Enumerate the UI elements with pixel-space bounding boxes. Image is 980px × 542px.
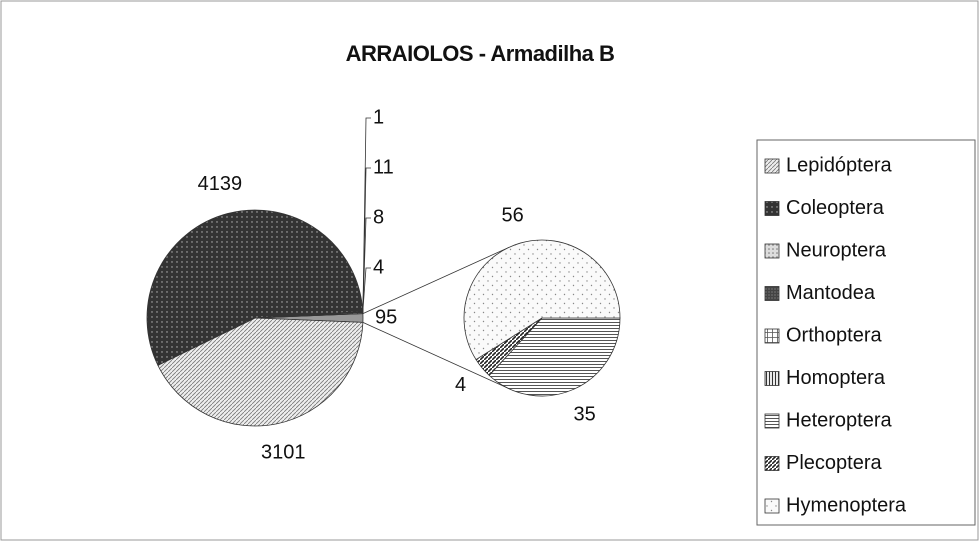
legend-swatch: [764, 243, 780, 259]
data-label: 4139: [198, 173, 243, 195]
data-label: 1: [373, 106, 384, 128]
pie-slice: [488, 317, 621, 397]
legend-swatch: [764, 328, 780, 344]
pie-slice: [157, 317, 364, 427]
legend-swatch: [764, 201, 780, 216]
connector-line: [362, 322, 510, 390]
data-label: 3101: [261, 441, 306, 463]
legend-label: Neuroptera: [786, 239, 887, 261]
data-label: 11: [373, 156, 394, 178]
chart-title: ARRAIOLOS - Armadilha B: [346, 41, 615, 66]
legend-swatch: [764, 158, 780, 174]
pie-slice: [463, 239, 621, 361]
legend-label: Lepidóptera: [786, 154, 893, 176]
leader-line: [362, 267, 371, 312]
legend-swatch: [764, 371, 780, 386]
legend-swatch: [764, 286, 780, 301]
connector-line: [362, 246, 510, 314]
legend-label: Homoptera: [786, 367, 886, 389]
legend-box: [756, 139, 976, 526]
legend-label: Plecoptera: [786, 452, 882, 474]
legend-swatch: [764, 413, 780, 429]
data-label: 4: [373, 256, 384, 278]
leader-line: [362, 117, 371, 314]
data-label: 35: [573, 403, 595, 425]
legend-swatch: [764, 498, 780, 514]
legend-label: Mantodea: [786, 282, 876, 304]
pie-slice: [146, 209, 364, 366]
legend-label: Coleoptera: [786, 197, 885, 219]
data-label: 56: [501, 204, 523, 226]
data-label: 4: [455, 374, 466, 396]
data-label: 8: [373, 206, 384, 228]
data-label: 95: [375, 306, 397, 328]
legend-label: Orthoptera: [786, 324, 882, 346]
legend-label: Heteroptera: [786, 409, 892, 431]
legend-label: Hymenoptera: [786, 494, 907, 516]
legend-swatch: [764, 456, 780, 471]
